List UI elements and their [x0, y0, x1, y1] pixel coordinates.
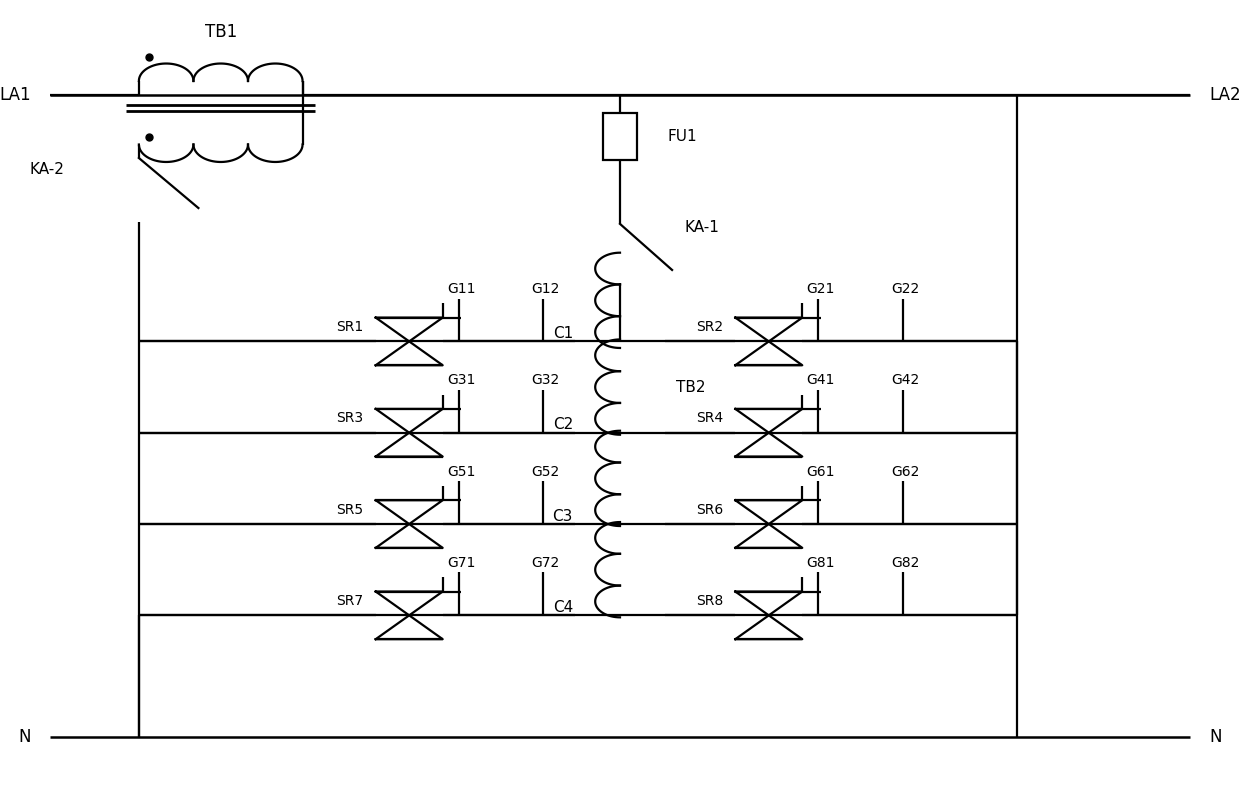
Text: G62: G62 [892, 464, 919, 479]
Text: G81: G81 [807, 556, 835, 570]
Text: SR4: SR4 [696, 411, 723, 426]
Text: G12: G12 [532, 282, 559, 296]
Text: TB1: TB1 [205, 23, 237, 40]
Text: LA2: LA2 [1209, 87, 1240, 104]
Text: SR3: SR3 [336, 411, 363, 426]
Text: G32: G32 [532, 373, 559, 387]
Text: SR8: SR8 [696, 594, 723, 608]
Text: G52: G52 [532, 464, 559, 479]
Text: N: N [19, 728, 31, 746]
Text: FU1: FU1 [667, 129, 697, 144]
Text: G61: G61 [807, 464, 835, 479]
Text: G11: G11 [448, 282, 475, 296]
Text: TB2: TB2 [676, 380, 706, 395]
Text: G71: G71 [448, 556, 475, 570]
Text: KA-2: KA-2 [30, 163, 64, 177]
Text: C1: C1 [553, 326, 573, 341]
Text: G42: G42 [892, 373, 919, 387]
Text: KA-1: KA-1 [684, 221, 719, 235]
Text: G51: G51 [448, 464, 475, 479]
Text: SR1: SR1 [336, 320, 363, 334]
Text: SR5: SR5 [336, 503, 363, 517]
FancyBboxPatch shape [603, 113, 637, 160]
Text: C2: C2 [553, 418, 573, 432]
Text: G41: G41 [807, 373, 835, 387]
Text: G72: G72 [532, 556, 559, 570]
Text: G82: G82 [892, 556, 919, 570]
Text: LA1: LA1 [0, 87, 31, 104]
Text: SR2: SR2 [696, 320, 723, 334]
Text: C3: C3 [553, 509, 573, 523]
Text: G21: G21 [807, 282, 835, 296]
Text: G31: G31 [448, 373, 475, 387]
Text: SR6: SR6 [696, 503, 723, 517]
Text: SR7: SR7 [336, 594, 363, 608]
Text: G22: G22 [892, 282, 919, 296]
Text: C4: C4 [553, 600, 573, 615]
Text: N: N [1209, 728, 1221, 746]
